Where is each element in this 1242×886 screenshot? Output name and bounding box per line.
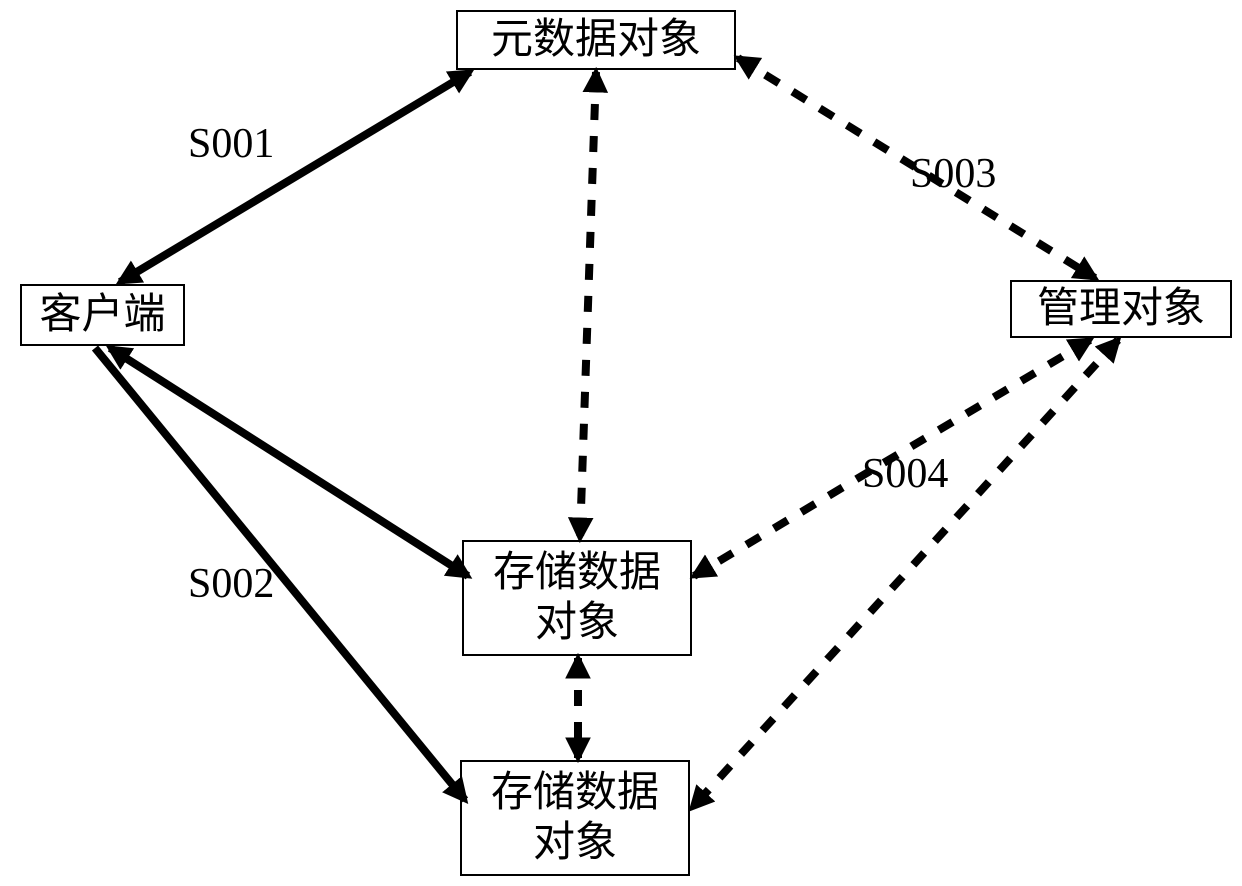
node-store1: 存储数据 对象 (462, 540, 692, 656)
node-client-label: 客户端 (39, 290, 165, 340)
edge-s002a (110, 348, 468, 576)
node-manage: 管理对象 (1010, 280, 1232, 338)
edge-s001 (120, 72, 470, 282)
edge-label-s001: S001 (188, 120, 274, 168)
node-store1-label: 存储数据 对象 (493, 548, 661, 649)
node-manage-label: 管理对象 (1037, 284, 1205, 334)
edge-s004b (692, 340, 1118, 808)
node-metadata-label: 元数据对象 (491, 15, 701, 65)
edge-s002b (95, 348, 465, 800)
node-client: 客户端 (20, 284, 185, 346)
edge-md-s1 (580, 72, 596, 538)
node-store2: 存储数据 对象 (460, 760, 690, 876)
edge-label-s004: S004 (862, 450, 948, 498)
edge-label-s003: S003 (910, 150, 996, 198)
edges-svg (0, 0, 1242, 886)
node-store2-label: 存储数据 对象 (491, 768, 659, 869)
edge-label-s002: S002 (188, 560, 274, 608)
node-metadata: 元数据对象 (456, 10, 736, 70)
